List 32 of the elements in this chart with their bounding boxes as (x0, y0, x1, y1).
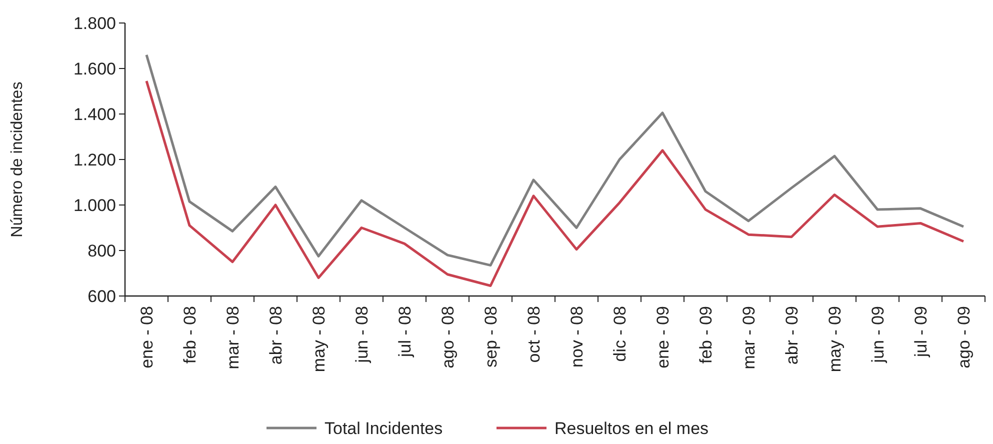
x-tick-label: sep - 08 (481, 306, 500, 368)
legend-label: Total Incidentes (324, 419, 443, 438)
x-tick-label: jul - 08 (395, 306, 414, 358)
y-tick-label: 1.800 (73, 14, 116, 33)
x-tick-label: abr - 09 (782, 306, 802, 365)
y-axis-title: Número de incidentes (9, 82, 26, 238)
x-tick-label: ago - 09 (954, 306, 974, 368)
x-tick-label: dic - 08 (610, 306, 630, 362)
x-tick-label: ene - 09 (653, 306, 672, 368)
x-tick-label: may - 09 (825, 306, 844, 372)
x-tick-label: ene - 08 (137, 306, 156, 368)
x-tick-label: jul - 09 (911, 306, 930, 358)
y-tick-label: 1.600 (73, 59, 116, 78)
y-tick-label: 1.400 (73, 104, 116, 124)
x-tick-label: jun - 09 (868, 306, 888, 364)
x-tick-label: mar - 09 (739, 306, 758, 370)
x-tick-label: mar - 08 (223, 306, 242, 370)
x-tick-label: nov - 08 (567, 306, 586, 368)
line-series (145, 54, 965, 267)
x-tick-label: feb - 09 (696, 306, 716, 364)
x-tick-label: jun - 08 (352, 306, 372, 364)
legend-label: Resueltos en el mes (554, 419, 709, 438)
y-tick-label: 1.000 (73, 196, 116, 215)
x-tick-label: abr - 08 (266, 306, 286, 365)
x-tick-label: oct - 08 (524, 306, 544, 363)
x-tick-label: may - 08 (309, 306, 328, 372)
y-tick-label: 1.200 (73, 150, 116, 170)
x-tick-label: ago - 08 (438, 306, 458, 368)
line-series (145, 80, 965, 288)
y-tick-label: 600 (88, 286, 116, 306)
x-tick-label: feb - 08 (180, 306, 200, 364)
y-tick-label: 800 (88, 241, 116, 260)
